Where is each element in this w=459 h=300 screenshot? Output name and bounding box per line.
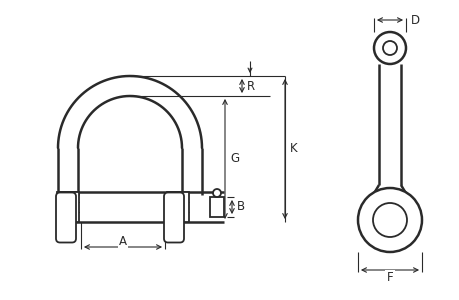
Text: R: R [246,80,255,92]
Circle shape [213,189,220,197]
Circle shape [373,32,405,64]
Bar [167,192,189,222]
Text: A: A [119,236,127,248]
Text: B: B [236,200,245,214]
Bar [57,192,79,222]
Text: D: D [410,14,419,26]
Text: G: G [230,152,239,166]
Circle shape [382,41,396,55]
Bar [210,197,224,217]
Text: F: F [386,272,392,284]
FancyBboxPatch shape [164,193,184,242]
Circle shape [357,188,421,252]
FancyBboxPatch shape [56,193,76,242]
Text: K: K [289,142,297,155]
Circle shape [372,203,406,237]
